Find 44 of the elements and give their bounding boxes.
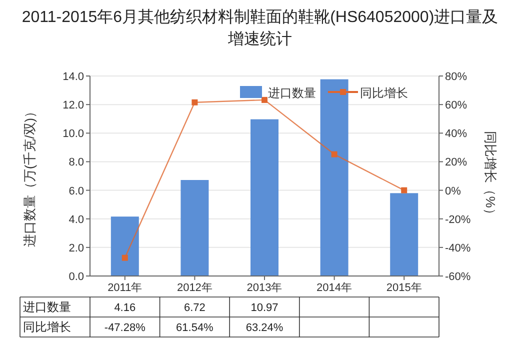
y2-tick-label: 40%: [445, 128, 468, 140]
x-tick-label: 2014年: [316, 282, 352, 294]
y2-tick-label: 0%: [445, 185, 462, 198]
legend-label: 进口数量: [268, 86, 316, 100]
y2-axis-title: 同比增长（%）: [483, 131, 498, 221]
point: [262, 96, 268, 103]
text: 同比增长: [23, 320, 71, 334]
x-tick-label: 2012年: [176, 282, 212, 294]
data-label: 6.72: [184, 302, 206, 314]
y-tick-label: 10.0: [62, 128, 84, 140]
y2-tick-label: 60%: [445, 100, 468, 112]
y-axis-title: 进口数量（万(千克/双)）: [22, 104, 37, 248]
legend-label: 同比增长: [360, 86, 408, 100]
y2-tick-label: 80%: [445, 71, 468, 83]
y-tick-label: 14.0: [62, 71, 84, 83]
point: [122, 254, 128, 261]
y2-tick-label: 20%: [445, 156, 468, 169]
y-tick-label: 8.0: [68, 156, 84, 169]
point: [401, 187, 408, 194]
y-tick-label: 12.0: [62, 100, 84, 112]
bar: [110, 216, 139, 276]
data-label: 4.16: [114, 302, 136, 314]
text: 进口数量: [23, 300, 71, 314]
y-tick-label: 6.0: [68, 185, 84, 198]
y-tick-label: 4.0: [68, 214, 84, 226]
y2-tick-label: -20%: [445, 214, 471, 226]
bar: [250, 119, 278, 276]
y2-tick-label: -60%: [445, 271, 471, 283]
bar: [390, 193, 418, 276]
point: [192, 99, 198, 106]
x-tick-label: 2011年: [108, 282, 142, 294]
y-tick-label: 2.0: [68, 242, 84, 254]
y2-tick-label: -40%: [445, 242, 471, 254]
bar: [180, 180, 209, 276]
data-label: 61.54%: [176, 322, 214, 334]
chart-title: 2011-2015年6月其他纺织材料制鞋面的鞋靴(HS64052000)进口量及增速统计: [22, 8, 498, 48]
data-label: 63.24%: [246, 322, 284, 334]
x-tick-label: 2013年: [246, 282, 282, 294]
y-tick-label: 0.0: [68, 271, 84, 283]
point: [331, 151, 338, 158]
data-label: 10.97: [250, 302, 278, 314]
data-label: -47.28%: [104, 322, 146, 334]
bar: [320, 79, 348, 276]
x-tick-label: 2015年: [386, 282, 422, 294]
